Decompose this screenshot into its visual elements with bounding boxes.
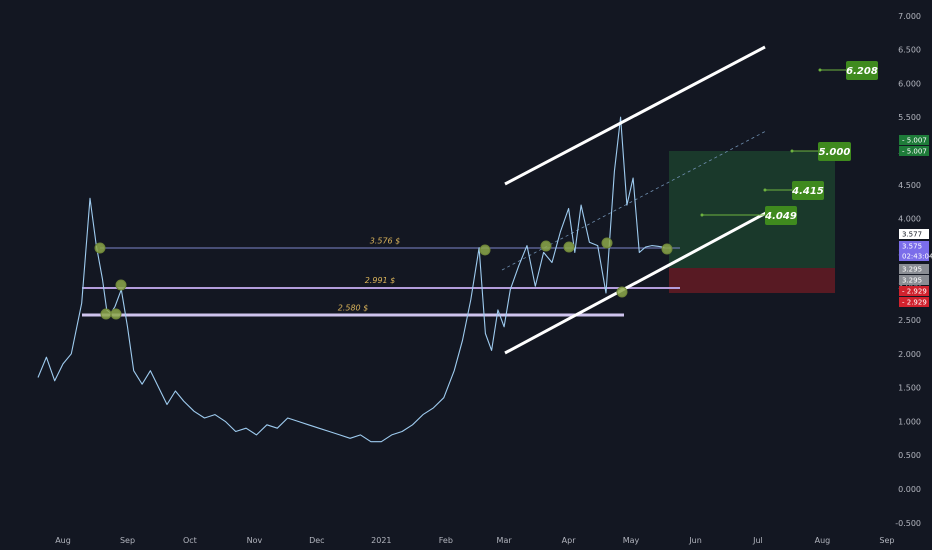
x-tick-label: Sep — [120, 536, 135, 545]
touch-marker — [479, 244, 491, 256]
svg-text:02:43:04: 02:43:04 — [902, 253, 932, 261]
touch-marker — [110, 308, 122, 320]
channel-upper-line[interactable] — [504, 45, 766, 186]
price-tag: - 5.007 — [899, 146, 929, 156]
price-tag: 02:43:04 — [899, 251, 932, 261]
x-tick-label: Apr — [562, 536, 577, 545]
touch-marker — [563, 241, 575, 253]
y-tick-label: 6.000 — [898, 79, 921, 88]
time-axis[interactable]: Aug Sep Oct Nov Dec 2021 Feb Mar Apr May Jun Jul Aug… — [55, 536, 894, 545]
x-tick-label: 2021 — [371, 536, 391, 545]
y-tick-label: 0.000 — [898, 485, 921, 494]
svg-text:- 5.007: - 5.007 — [902, 137, 927, 145]
price-tag: 3.575 — [899, 241, 929, 251]
x-tick-label: Aug — [815, 536, 831, 545]
level-label: 2.580 $ — [338, 304, 369, 313]
x-tick-label: Oct — [183, 536, 197, 545]
price-tag: - 5.007 — [899, 135, 929, 145]
price-series-line[interactable] — [37, 116, 665, 443]
touch-marker — [616, 286, 628, 298]
target-box-6208[interactable]: 6.208 — [846, 61, 878, 80]
y-tick-label: 0.500 — [898, 451, 921, 460]
svg-text:3.575: 3.575 — [902, 243, 922, 251]
target-label: 4.415 — [791, 186, 824, 197]
touch-marker — [540, 240, 552, 252]
svg-text:- 2.929: - 2.929 — [902, 299, 927, 307]
level-label: 2.991 $ — [365, 276, 396, 285]
target-connectors — [702, 69, 846, 216]
target-box-4049[interactable]: 4.049 — [764, 206, 797, 225]
y-tick-label: 4.500 — [898, 181, 921, 190]
svg-text:3.295: 3.295 — [902, 277, 922, 285]
svg-text:3.577: 3.577 — [902, 231, 922, 239]
y-tick-label: 5.500 — [898, 113, 921, 122]
loss-zone — [669, 268, 835, 293]
y-tick-label: 7.000 — [898, 12, 921, 21]
y-tick-label: 1.500 — [898, 384, 921, 393]
x-tick-label: Jul — [752, 536, 763, 545]
y-tick-label: 2.500 — [898, 316, 921, 325]
x-tick-label: Feb — [439, 536, 453, 545]
y-tick-label: 6.500 — [898, 46, 921, 55]
y-tick-label: 4.000 — [898, 215, 921, 224]
touch-marker — [661, 243, 673, 255]
level-label: 3.576 $ — [370, 236, 401, 245]
x-tick-label: Sep — [879, 536, 894, 545]
price-tag: 3.295 — [899, 264, 929, 274]
price-tag: - 2.929 — [899, 286, 929, 296]
price-tag: 3.295 — [899, 275, 929, 285]
touch-marker — [94, 242, 106, 254]
target-box-5000[interactable]: 5.000 — [818, 142, 851, 161]
price-tags: - 5.007 - 5.007 3.577 3.575 02:43:04 3.295 3.2… — [899, 135, 932, 307]
target-label: 6.208 — [846, 66, 878, 77]
target-label: 5.000 — [819, 147, 851, 158]
price-tag: 3.577 — [899, 229, 929, 239]
touch-markers — [94, 237, 673, 320]
x-tick-label: Mar — [497, 536, 513, 545]
target-label: 4.049 — [764, 211, 797, 222]
x-tick-label: Jun — [688, 536, 702, 545]
channel-lower-line[interactable] — [504, 211, 767, 355]
target-box-4415[interactable]: 4.415 — [791, 181, 824, 200]
touch-marker — [601, 237, 613, 249]
x-tick-label: Dec — [309, 536, 324, 545]
price-tag: - 2.929 — [899, 297, 929, 307]
y-tick-label: -0.500 — [895, 519, 921, 528]
svg-text:- 5.007: - 5.007 — [902, 148, 927, 156]
svg-text:- 2.929: - 2.929 — [902, 288, 927, 296]
x-tick-label: Nov — [247, 536, 263, 545]
svg-text:3.295: 3.295 — [902, 266, 922, 274]
touch-marker — [115, 279, 127, 291]
touch-marker — [100, 308, 112, 320]
x-tick-label: May — [623, 536, 640, 545]
x-tick-label: Aug — [55, 536, 71, 545]
y-tick-label: 1.000 — [898, 417, 921, 426]
y-tick-label: 2.000 — [898, 350, 921, 359]
